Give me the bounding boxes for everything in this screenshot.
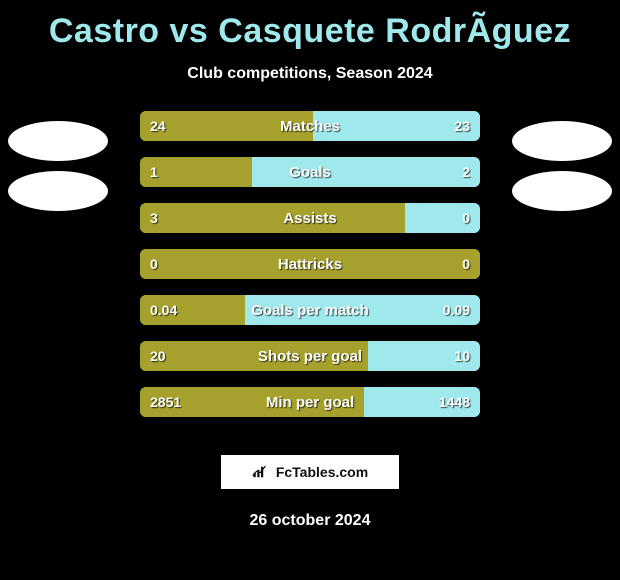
- stat-bar-right: [245, 295, 480, 325]
- stat-bar-left: [140, 341, 368, 371]
- stat-bar-right: [405, 203, 480, 233]
- page-subtitle: Club competitions, Season 2024: [0, 65, 620, 83]
- stat-bar-left: [140, 295, 245, 325]
- date-text: 26 october 2024: [0, 512, 620, 530]
- page-title: Castro vs Casquete RodrÃ­guez: [0, 0, 620, 51]
- comparison-chart: Matches2423 Goals12 Assists30 Hattricks00 Go…: [0, 111, 620, 451]
- stat-bar-left: [140, 111, 313, 141]
- player-avatar-left: [8, 121, 108, 161]
- attribution-badge: FcTables.com: [220, 454, 400, 490]
- stat-bar-right: [368, 341, 480, 371]
- stat-rows: Matches2423 Goals12 Assists30 Hattricks00 Go…: [140, 111, 480, 433]
- stat-row: Min per goal28511448: [140, 387, 480, 417]
- stat-bar-right: [364, 387, 480, 417]
- stat-bar-right: [252, 157, 480, 187]
- stat-row: Goals12: [140, 157, 480, 187]
- stat-row: Goals per match0.040.09: [140, 295, 480, 325]
- attribution-text: FcTables.com: [276, 464, 368, 480]
- stat-row: Hattricks00: [140, 249, 480, 279]
- stat-bar-right: [313, 111, 480, 141]
- stat-row: Matches2423: [140, 111, 480, 141]
- player-avatar-right: [512, 171, 612, 211]
- player-avatar-right: [512, 121, 612, 161]
- stat-row: Assists30: [140, 203, 480, 233]
- stat-row: Shots per goal2010: [140, 341, 480, 371]
- stat-bar-left: [140, 203, 405, 233]
- stat-bar-left: [140, 157, 252, 187]
- stat-bar-left: [140, 387, 364, 417]
- player-avatar-left: [8, 171, 108, 211]
- chart-icon: [252, 465, 270, 479]
- stat-bar-left: [140, 249, 480, 279]
